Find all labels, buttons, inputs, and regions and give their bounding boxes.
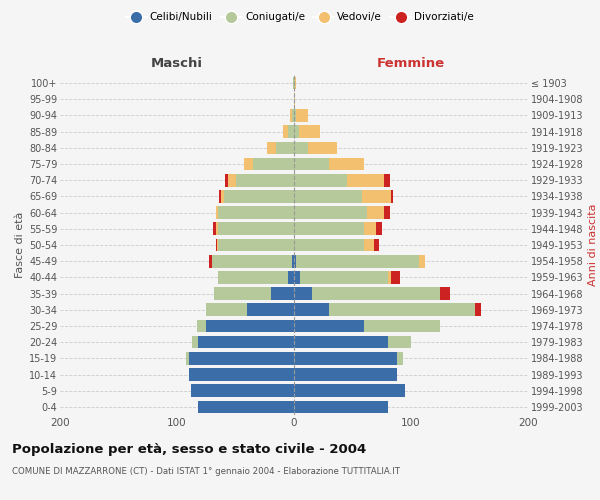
Bar — [294, 190, 362, 202]
Bar — [329, 304, 475, 316]
Bar — [187, 352, 188, 364]
Bar — [192, 336, 198, 348]
Bar — [300, 271, 388, 283]
Bar — [206, 320, 294, 332]
Bar — [329, 158, 364, 170]
Bar — [191, 384, 294, 397]
Bar — [294, 222, 364, 235]
Bar — [294, 320, 364, 332]
Bar — [388, 271, 391, 283]
Bar — [294, 368, 397, 381]
Text: COMUNE DI MAZZARRONE (CT) - Dati ISTAT 1° gennaio 2004 - Elaborazione TUTTITALIA: COMUNE DI MAZZARRONE (CT) - Dati ISTAT 1… — [12, 468, 400, 476]
Bar — [218, 222, 294, 235]
Bar — [229, 174, 235, 186]
Bar — [197, 320, 206, 332]
Bar — [294, 238, 364, 252]
Legend: Celibi/Nubili, Coniugati/e, Vedovi/e, Divorziati/e: Celibi/Nubili, Coniugati/e, Vedovi/e, Di… — [124, 10, 476, 24]
Bar — [367, 206, 384, 219]
Bar — [294, 206, 367, 219]
Bar — [217, 238, 218, 252]
Bar — [212, 255, 292, 268]
Bar — [292, 255, 294, 268]
Bar — [294, 158, 329, 170]
Bar — [221, 190, 224, 202]
Bar — [347, 174, 384, 186]
Bar — [296, 109, 308, 122]
Bar — [267, 142, 277, 154]
Bar — [288, 271, 294, 283]
Bar — [294, 126, 299, 138]
Bar — [475, 304, 481, 316]
Bar — [294, 271, 300, 283]
Bar — [215, 238, 217, 252]
Bar — [311, 288, 440, 300]
Bar — [214, 288, 271, 300]
Bar — [253, 158, 294, 170]
Bar — [364, 222, 376, 235]
Bar — [294, 352, 397, 364]
Bar — [271, 288, 294, 300]
Bar — [277, 142, 294, 154]
Bar — [362, 190, 391, 202]
Bar — [215, 222, 218, 235]
Bar — [308, 142, 337, 154]
Bar — [294, 255, 296, 268]
Bar — [294, 77, 295, 90]
Bar — [244, 158, 253, 170]
Bar — [294, 304, 329, 316]
Bar — [294, 400, 388, 413]
Text: Maschi: Maschi — [151, 57, 203, 70]
Bar — [364, 238, 374, 252]
Bar — [296, 255, 419, 268]
Bar — [219, 190, 221, 202]
Bar — [198, 400, 294, 413]
Bar — [293, 77, 294, 90]
Y-axis label: Fasce di età: Fasce di età — [14, 212, 25, 278]
Bar — [440, 288, 449, 300]
Bar — [206, 304, 247, 316]
Bar — [290, 109, 292, 122]
Bar — [198, 336, 294, 348]
Bar — [299, 126, 320, 138]
Bar — [294, 174, 347, 186]
Bar — [288, 126, 294, 138]
Bar — [247, 304, 294, 316]
Bar — [419, 255, 425, 268]
Bar — [188, 352, 294, 364]
Bar — [388, 336, 411, 348]
Bar — [235, 174, 294, 186]
Bar — [294, 336, 388, 348]
Y-axis label: Anni di nascita: Anni di nascita — [587, 204, 598, 286]
Bar — [294, 142, 308, 154]
Bar — [391, 271, 400, 283]
Bar — [225, 174, 229, 186]
Text: Popolazione per età, sesso e stato civile - 2004: Popolazione per età, sesso e stato civil… — [12, 442, 366, 456]
Bar — [213, 222, 215, 235]
Bar — [294, 288, 311, 300]
Bar — [295, 77, 296, 90]
Bar — [218, 238, 294, 252]
Bar — [376, 222, 382, 235]
Bar — [294, 93, 295, 106]
Bar — [218, 271, 288, 283]
Bar — [374, 238, 379, 252]
Bar — [224, 190, 294, 202]
Bar — [209, 255, 212, 268]
Bar — [218, 206, 294, 219]
Bar — [294, 384, 405, 397]
Bar — [384, 206, 390, 219]
Bar — [292, 109, 294, 122]
Bar — [294, 109, 296, 122]
Bar — [364, 320, 440, 332]
Bar — [397, 352, 403, 364]
Bar — [391, 190, 394, 202]
Bar — [188, 368, 294, 381]
Bar — [384, 174, 390, 186]
Bar — [283, 126, 288, 138]
Text: Femmine: Femmine — [377, 57, 445, 70]
Bar — [215, 206, 218, 219]
